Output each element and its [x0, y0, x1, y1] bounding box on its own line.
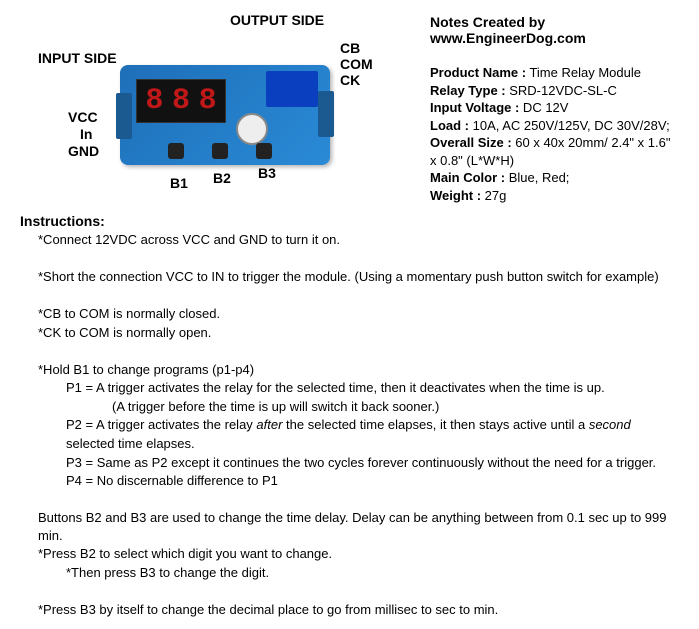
instr-line: *Then press B3 to change the digit.	[20, 564, 679, 582]
spec-input-voltage: Input Voltage : DC 12V	[430, 99, 679, 117]
notes-line2: www.EngineerDog.com	[430, 30, 586, 46]
label-cb: CB	[340, 40, 360, 56]
spec-size: Overall Size : 60 x 40x 20mm/ 2.4" x 1.6…	[430, 134, 679, 169]
relay-block	[266, 71, 318, 107]
button-b1	[168, 143, 184, 159]
instr-p1: P1 = A trigger activates the relay for t…	[20, 379, 679, 397]
label-com: COM	[340, 56, 373, 72]
button-b3	[256, 143, 272, 159]
notes-created-by: Notes Created by www.EngineerDog.com	[430, 14, 679, 46]
spec-load: Load : 10A, AC 250V/125V, DC 30V/28V;	[430, 117, 679, 135]
instr-p3: P3 = Same as P2 except it continues the …	[20, 454, 679, 472]
label-b1: B1	[170, 175, 188, 191]
instr-line: *Short the connection VCC to IN to trigg…	[20, 268, 679, 286]
instructions-title: Instructions:	[20, 213, 679, 229]
instr-p4: P4 = No discernable difference to P1	[20, 472, 679, 490]
instr-line: Buttons B2 and B3 are used to change the…	[20, 509, 679, 544]
instr-line: *Press B3 by itself to change the decima…	[20, 601, 679, 619]
label-vcc: VCC	[68, 109, 98, 125]
relay-module-board: 8 8 8	[120, 65, 330, 165]
instr-p2: P2 = A trigger activates the relay after…	[20, 416, 679, 434]
instr-line: *Connect 12VDC across VCC and GND to tur…	[20, 231, 679, 249]
diagram-area: OUTPUT SIDE INPUT SIDE CB COM CK VCC In …	[20, 10, 400, 205]
instructions: Instructions: *Connect 12VDC across VCC …	[20, 213, 679, 618]
spec-relay-type: Relay Type : SRD-12VDC-SL-C	[430, 82, 679, 100]
input-terminal	[116, 93, 132, 139]
label-in: In	[80, 126, 92, 142]
instr-line: *CK to COM is normally open.	[20, 324, 679, 342]
label-ck: CK	[340, 72, 360, 88]
notes-line1: Notes Created by	[430, 14, 545, 30]
instr-line: *Hold B1 to change programs (p1-p4)	[20, 361, 679, 379]
notes-area: Notes Created by www.EngineerDog.com Pro…	[400, 10, 679, 205]
digit: 8	[172, 84, 190, 118]
spec-product-name: Product Name : Time Relay Module	[430, 64, 679, 82]
instr-line: *Press B2 to select which digit you want…	[20, 545, 679, 563]
spec-color: Main Color : Blue, Red;	[430, 169, 679, 187]
label-input-side: INPUT SIDE	[38, 50, 117, 66]
round-chip	[236, 113, 268, 145]
seven-seg-display: 8 8 8	[136, 79, 226, 123]
label-b3: B3	[258, 165, 276, 181]
label-gnd: GND	[68, 143, 99, 159]
instr-line: *CB to COM is normally closed.	[20, 305, 679, 323]
label-output-side: OUTPUT SIDE	[230, 12, 324, 28]
button-b2	[212, 143, 228, 159]
instr-p2c: selected time elapses.	[20, 435, 679, 453]
digit: 8	[145, 84, 163, 118]
spec-weight: Weight : 27g	[430, 187, 679, 205]
output-terminal	[318, 91, 334, 137]
digit: 8	[199, 84, 217, 118]
instr-p1b: (A trigger before the time is up will sw…	[20, 398, 679, 416]
label-b2: B2	[213, 170, 231, 186]
